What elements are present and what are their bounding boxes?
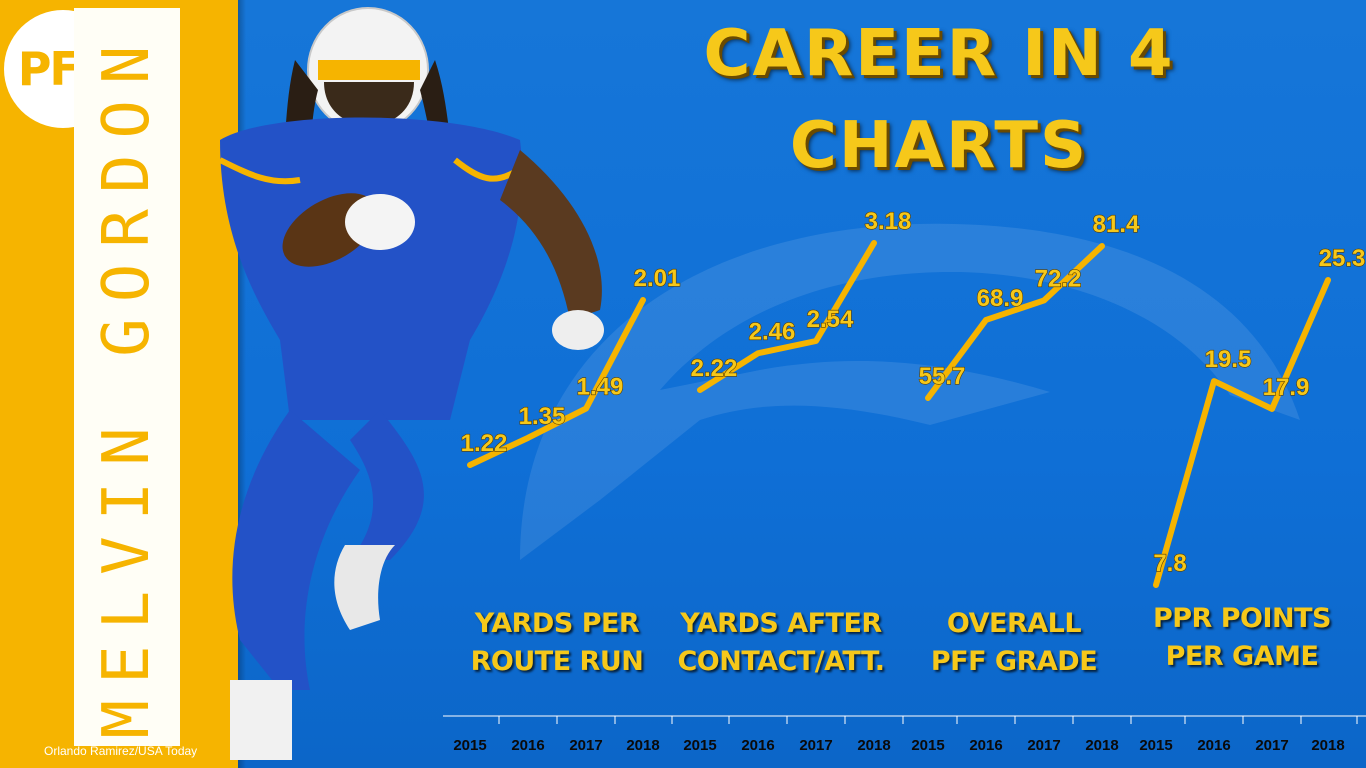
data-label: 72.2 [1035, 265, 1082, 292]
x-tick-label: 2018 [1311, 737, 1344, 754]
x-tick-label: 2015 [453, 737, 486, 754]
chart-1-label: YARDS PER ROUTE RUN [447, 605, 667, 681]
data-label: 2.46 [749, 318, 796, 345]
chart-label-line: PPR POINTS [1152, 603, 1332, 634]
x-tick-label: 2018 [857, 737, 890, 754]
series-line [467, 297, 646, 468]
data-label: 68.9 [977, 285, 1024, 312]
data-label: 2.54 [807, 306, 854, 333]
sidebar-shadow [238, 0, 246, 768]
series-line [925, 243, 1105, 401]
series-line [1153, 277, 1331, 588]
data-point [1041, 297, 1047, 303]
x-tick-label: 2015 [683, 737, 716, 754]
data-point [755, 350, 761, 356]
x-tick-label: 2016 [511, 737, 544, 754]
data-label: 55.7 [919, 363, 966, 390]
chart-label-line: PFF GRADE [930, 646, 1098, 677]
chart-label-line: YARDS AFTER [680, 608, 882, 639]
data-label: 1.35 [519, 403, 566, 430]
chart-2-label: YARDS AFTER CONTACT/ATT. [671, 605, 891, 681]
data-label: 2.01 [634, 265, 681, 292]
chart-label-line: YARDS PER [474, 608, 640, 639]
chart-label-line: CONTACT/ATT. [677, 646, 885, 677]
x-tick-label: 2017 [569, 737, 602, 754]
data-label: 1.49 [577, 374, 624, 401]
data-label: 2.22 [691, 355, 738, 382]
chart-1: 1.22 2015 1.35 2016 1.49 2017 2.01 2018 [453, 264, 681, 754]
data-label: 1.22 [461, 430, 508, 457]
player-name-panel: MELVIN GORDON [22, 8, 222, 748]
chart-4-label: PPR POINTS PER GAME [1132, 600, 1352, 676]
data-label: 19.5 [1205, 346, 1252, 373]
data-point [1211, 378, 1217, 384]
data-point [640, 297, 646, 303]
x-tick-label: 2018 [1085, 737, 1118, 754]
x-tick-label: 2016 [969, 737, 1002, 754]
data-label: 3.18 [865, 208, 912, 235]
series-line [697, 240, 877, 393]
data-point [467, 462, 473, 468]
chart-label-line: OVERALL [946, 608, 1082, 639]
chart-4: 7.8 2015 19.5 2016 17.9 2017 25.3 2018 [1139, 244, 1366, 754]
data-label: 17.9 [1263, 374, 1310, 401]
chart-3-label: OVERALL PFF GRADE [904, 605, 1124, 681]
data-point [813, 338, 819, 344]
x-tick-label: 2016 [1197, 737, 1230, 754]
x-tick-label: 2015 [911, 737, 944, 754]
data-point [925, 395, 931, 401]
data-point [697, 387, 703, 393]
x-tick-label: 2018 [626, 737, 659, 754]
data-label: 25.3 [1319, 245, 1366, 272]
x-tick-label: 2016 [741, 737, 774, 754]
x-tick-label: 2015 [1139, 737, 1172, 754]
data-point [871, 240, 877, 246]
chart-label-line: ROUTE RUN [470, 646, 644, 677]
x-tick-label: 2017 [1027, 737, 1060, 754]
player-photo [218, 7, 604, 760]
data-point [583, 406, 589, 412]
chart-label-line: PER GAME [1165, 641, 1319, 672]
chart-2: 2.22 2015 2.46 2016 2.54 2017 3.18 2018 [683, 207, 912, 754]
data-label: 81.4 [1093, 211, 1140, 238]
data-point [1099, 243, 1105, 249]
data-point [525, 435, 531, 441]
x-tick-label: 2017 [799, 737, 832, 754]
chart-3: 55.7 2015 68.9 2016 72.2 2017 81.4 2018 [911, 210, 1140, 754]
player-name-box [74, 8, 180, 746]
data-point [1269, 406, 1275, 412]
data-point [983, 317, 989, 323]
x-tick-label: 2017 [1255, 737, 1288, 754]
data-label: 7.8 [1153, 550, 1186, 577]
page-title: CAREER IN 4 CHARTS [703, 17, 1175, 183]
data-point [1325, 277, 1331, 283]
photo-credit: Orlando Ramirez/USA Today [44, 744, 198, 758]
data-point [1153, 582, 1159, 588]
